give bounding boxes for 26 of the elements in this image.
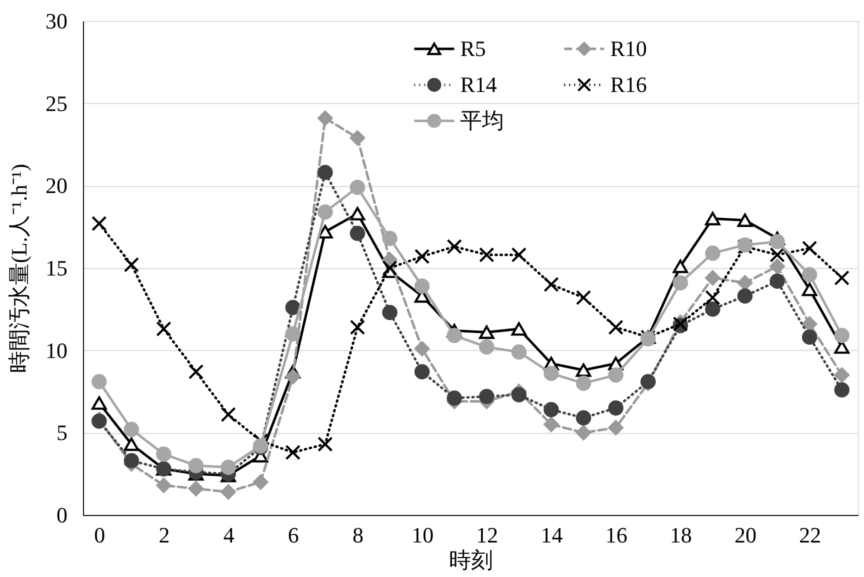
x-tick-label: 22 — [799, 522, 822, 548]
x-tick-label: 8 — [352, 522, 364, 548]
legend-label: R10 — [610, 36, 647, 61]
x-tick-label: 6 — [288, 522, 299, 548]
x-tick-label: 14 — [540, 522, 563, 548]
y-axis-title: 時間汚水量(L.人⁻¹.h⁻¹) — [6, 164, 32, 374]
x-tick-label: 20 — [734, 522, 756, 548]
x-tick-label: 12 — [476, 522, 498, 548]
x-tick-label: 4 — [223, 522, 234, 548]
x-tick-label: 16 — [605, 522, 628, 548]
y-tick-label: 0 — [56, 502, 68, 528]
x-tick-label: 10 — [412, 522, 434, 548]
y-tick-label: 10 — [46, 338, 68, 363]
x-axis-title: 時刻 — [449, 548, 493, 572]
x-tick-label: 18 — [670, 522, 692, 548]
y-tick-label: 20 — [46, 173, 68, 198]
legend-label: R16 — [610, 72, 647, 97]
x-tick-label: 2 — [158, 522, 170, 548]
y-tick-label: 5 — [56, 420, 68, 446]
y-tick-label: 15 — [46, 256, 68, 280]
legend-label: 平均 — [460, 108, 504, 133]
y-tick-label: 25 — [46, 90, 68, 116]
legend-label: R14 — [460, 72, 497, 97]
y-tick-label: 30 — [46, 8, 68, 34]
x-tick-label: 0 — [94, 522, 106, 548]
legend-label: R5 — [460, 36, 486, 61]
